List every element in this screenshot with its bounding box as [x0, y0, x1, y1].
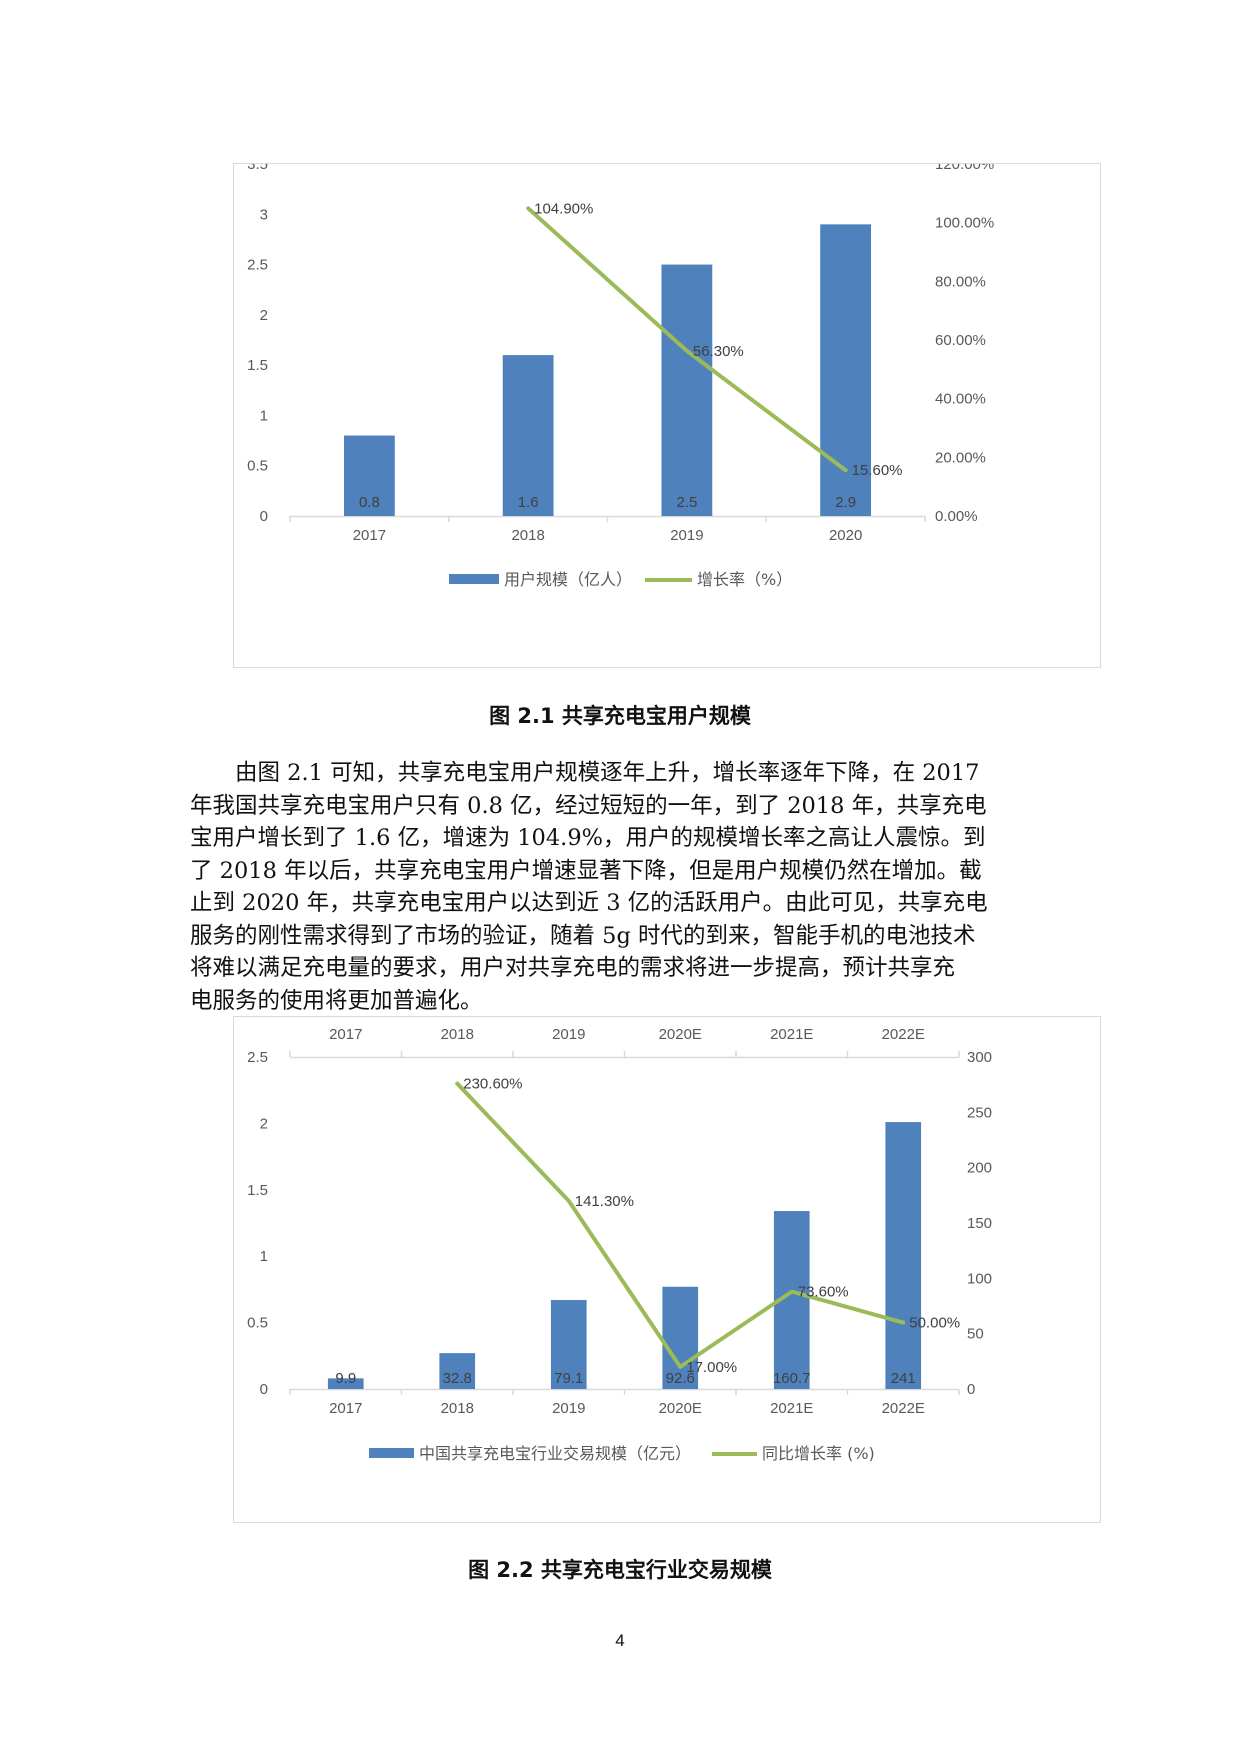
figure-2-1-caption: 图 2.1 共享充电宝用户规模	[489, 704, 751, 728]
y-left-tick-label: 0.5	[247, 458, 268, 475]
y-right-tick-label: 0	[967, 1381, 975, 1398]
x-tick-label: 2017	[329, 1400, 362, 1417]
bar-data-label: 160.7	[773, 1370, 811, 1387]
line-data-label: 50.00%	[909, 1315, 960, 1332]
y-left-tick-label: 1	[260, 407, 268, 424]
x-tick-label: 2018	[441, 1400, 474, 1417]
legend-bar-label: 用户规模（亿人）	[504, 570, 632, 589]
paragraph-line: 了 2018 年以后，共享充电宝用户增速显著下降，但是用户规模仍然在增加。截	[190, 857, 982, 884]
bar	[820, 224, 872, 516]
y-left-tick-label: 0	[260, 508, 268, 525]
bar-data-label: 0.8	[359, 494, 380, 511]
x-tick-label: 2021E	[770, 1400, 813, 1417]
y-left-tick-label: 3.5	[247, 164, 268, 173]
legend-bar-swatch	[449, 574, 499, 584]
legend-bar-swatch	[369, 1448, 414, 1458]
top-tick-label: 2020E	[659, 1026, 702, 1043]
y-left-tick-label: 2.5	[247, 1049, 268, 1066]
bar	[550, 1300, 587, 1389]
y-left-tick-label: 0	[260, 1381, 268, 1398]
line-data-label: 230.60%	[463, 1076, 522, 1093]
paragraph-line: 由图 2.1 可知，共享充电宝用户规模逐年上升，增长率逐年下降，在 2017	[235, 760, 980, 786]
line-data-label: 15.60%	[852, 462, 903, 479]
line-data-label: 73.60%	[798, 1284, 849, 1301]
y-left-tick-label: 0.5	[247, 1315, 268, 1332]
y-right-tick-label: 150	[967, 1215, 992, 1232]
y-right-tick-label: 50	[967, 1326, 984, 1343]
bar-data-label: 1.6	[518, 494, 539, 511]
top-tick-label: 2022E	[882, 1026, 925, 1043]
bar-data-label: 79.1	[554, 1370, 583, 1387]
bar	[885, 1122, 922, 1389]
paragraph-line: 服务的刚性需求得到了市场的验证，随着 5g 时代的到来，智能手机的电池技术	[190, 922, 976, 949]
y-left-tick-label: 1	[260, 1248, 268, 1265]
bar	[343, 435, 395, 516]
paragraph-line: 年我国共享充电宝用户只有 0.8 亿，经过短短的一年，到了 2018 年，共享充…	[190, 792, 987, 819]
top-tick-label: 2017	[329, 1026, 362, 1043]
y-right-tick-label: 300	[967, 1049, 992, 1066]
y-right-tick-label: 200	[967, 1160, 992, 1177]
body-paragraph: 由图 2.1 可知，共享充电宝用户规模逐年上升，增长率逐年下降，在 2017 年…	[190, 757, 1052, 1017]
legend-bar-label: 中国共享充电宝行业交易规模（亿元）	[419, 1444, 691, 1463]
bar-data-label: 241	[891, 1370, 916, 1387]
x-tick-label: 2020	[829, 527, 862, 544]
y-right-tick-label: 20.00%	[935, 449, 986, 466]
y-right-tick-label: 100	[967, 1270, 992, 1287]
x-tick-label: 2018	[511, 527, 544, 544]
bar	[502, 355, 554, 516]
growth-line	[455, 1081, 906, 1369]
y-left-tick-label: 2	[260, 307, 268, 324]
line-data-label: 141.30%	[575, 1193, 634, 1210]
y-right-tick-label: 40.00%	[935, 391, 986, 408]
y-left-tick-label: 2	[260, 1115, 268, 1132]
figure-2-2-chart: 0 0.5 1 1.5 2 2.5 0 50 100 150 200 250 300 2017 2018 20…	[233, 1016, 1101, 1523]
bar-data-label: 92.6	[666, 1370, 695, 1387]
bar	[327, 1378, 364, 1389]
figure-2-2-caption: 图 2.2 共享充电宝行业交易规模	[468, 1558, 772, 1582]
y-right-tick-label: 80.00%	[935, 273, 986, 290]
growth-line	[526, 206, 848, 473]
x-tick-label: 2020E	[659, 1400, 702, 1417]
line-data-label: 17.00%	[686, 1359, 737, 1376]
bar	[439, 1353, 476, 1389]
line-data-label: 56.30%	[693, 343, 744, 360]
bar	[661, 264, 713, 516]
paragraph-line: 电服务的使用将更加普遍化。	[190, 987, 483, 1014]
user-scale-chart-svg: 0 0.5 1 1.5 2 2.5 3 3.5 0.00% 20.00% 40.00% 60.00% 8…	[247, 164, 994, 589]
y-left-tick-label: 2.5	[247, 257, 268, 274]
x-tick-label: 2019	[552, 1400, 585, 1417]
y-right-tick-label: 120.00%	[935, 164, 994, 173]
transaction-scale-chart-svg: 0 0.5 1 1.5 2 2.5 0 50 100 150 200 250 300 2017 2018 20…	[247, 1026, 992, 1463]
y-left-tick-label: 1.5	[247, 357, 268, 374]
figure-2-1-chart: 0 0.5 1 1.5 2 2.5 3 3.5 0.00% 20.00% 40.00% 60.00% 8…	[233, 163, 1101, 668]
bar-data-label: 32.8	[443, 1370, 472, 1387]
bar-data-label: 2.9	[835, 494, 856, 511]
paragraph-line: 将难以满足充电量的要求，用户对共享充电的需求将进一步提高，预计共享充	[190, 955, 956, 981]
top-tick-label: 2021E	[770, 1026, 813, 1043]
y-right-tick-label: 60.00%	[935, 332, 986, 349]
x-tick-label: 2022E	[882, 1400, 925, 1417]
y-right-tick-label: 100.00%	[935, 215, 994, 232]
bar	[662, 1286, 699, 1389]
top-tick-label: 2019	[552, 1026, 585, 1043]
bar-data-label: 9.9	[335, 1370, 356, 1387]
legend-line-label: 同比增长率 (%)	[762, 1444, 875, 1463]
y-left-tick-label: 3	[260, 206, 268, 223]
legend-line-label: 增长率（%）	[697, 570, 792, 589]
bar-data-label: 2.5	[676, 494, 697, 511]
x-tick-label: 2019	[670, 527, 703, 544]
y-right-tick-label: 250	[967, 1104, 992, 1121]
y-right-tick-label: 0.00%	[935, 508, 978, 525]
y-left-tick-label: 1.5	[247, 1182, 268, 1199]
paragraph-line: 止到 2020 年，共享充电宝用户以达到近 3 亿的活跃用户。由此可见，共享充电	[190, 890, 988, 916]
page-number: 4	[615, 1631, 625, 1650]
top-tick-label: 2018	[441, 1026, 474, 1043]
paragraph-line: 宝用户增长到了 1.6 亿，增速为 104.9%，用户的规模增长率之高让人震惊。…	[190, 825, 986, 851]
line-data-label: 104.90%	[534, 200, 593, 217]
x-tick-label: 2017	[353, 527, 386, 544]
